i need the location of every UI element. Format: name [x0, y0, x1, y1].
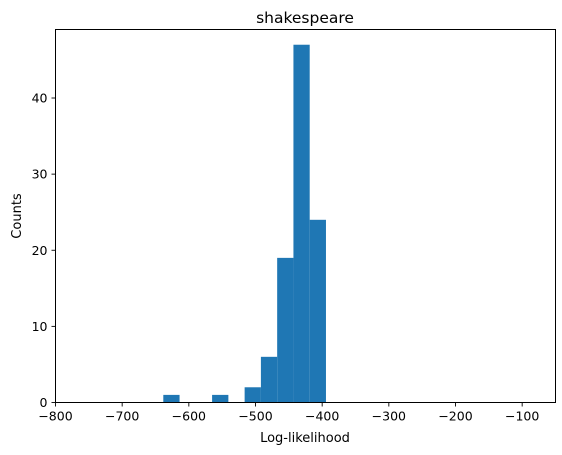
x-tick-label: −300 [372, 409, 406, 424]
x-tick-label: −800 [38, 409, 72, 424]
y-tick-label: 10 [32, 319, 48, 334]
x-tick-label: −200 [438, 409, 472, 424]
x-axis-ticks: −800 −700 −600 −500 −400 −300 −200 −100 [38, 402, 539, 424]
histogram-bar [260, 356, 278, 403]
histogram-bar [309, 219, 326, 403]
y-tick-label: 20 [32, 243, 48, 258]
x-tick-label: −500 [238, 409, 272, 424]
bars-group [163, 44, 326, 403]
x-tick-label: −400 [305, 409, 339, 424]
chart-title: shakespeare [256, 9, 354, 27]
x-tick-label: −700 [105, 409, 139, 424]
x-tick-label: −100 [505, 409, 539, 424]
histogram-bar [277, 257, 294, 403]
y-axis-ticks: 0 10 20 30 40 [32, 91, 56, 410]
plot-frame [55, 29, 556, 403]
x-axis-label: Log-likelihood [260, 431, 350, 446]
histogram-bar [244, 387, 261, 403]
histogram-bar [293, 44, 310, 403]
y-tick-label: 40 [32, 91, 48, 106]
y-tick-label: 30 [32, 167, 48, 182]
y-axis-label: Counts [10, 193, 25, 239]
histogram-bar [212, 394, 229, 403]
y-tick-label: 0 [40, 395, 48, 410]
x-tick-label: −600 [172, 409, 206, 424]
histogram-bar [163, 394, 180, 403]
